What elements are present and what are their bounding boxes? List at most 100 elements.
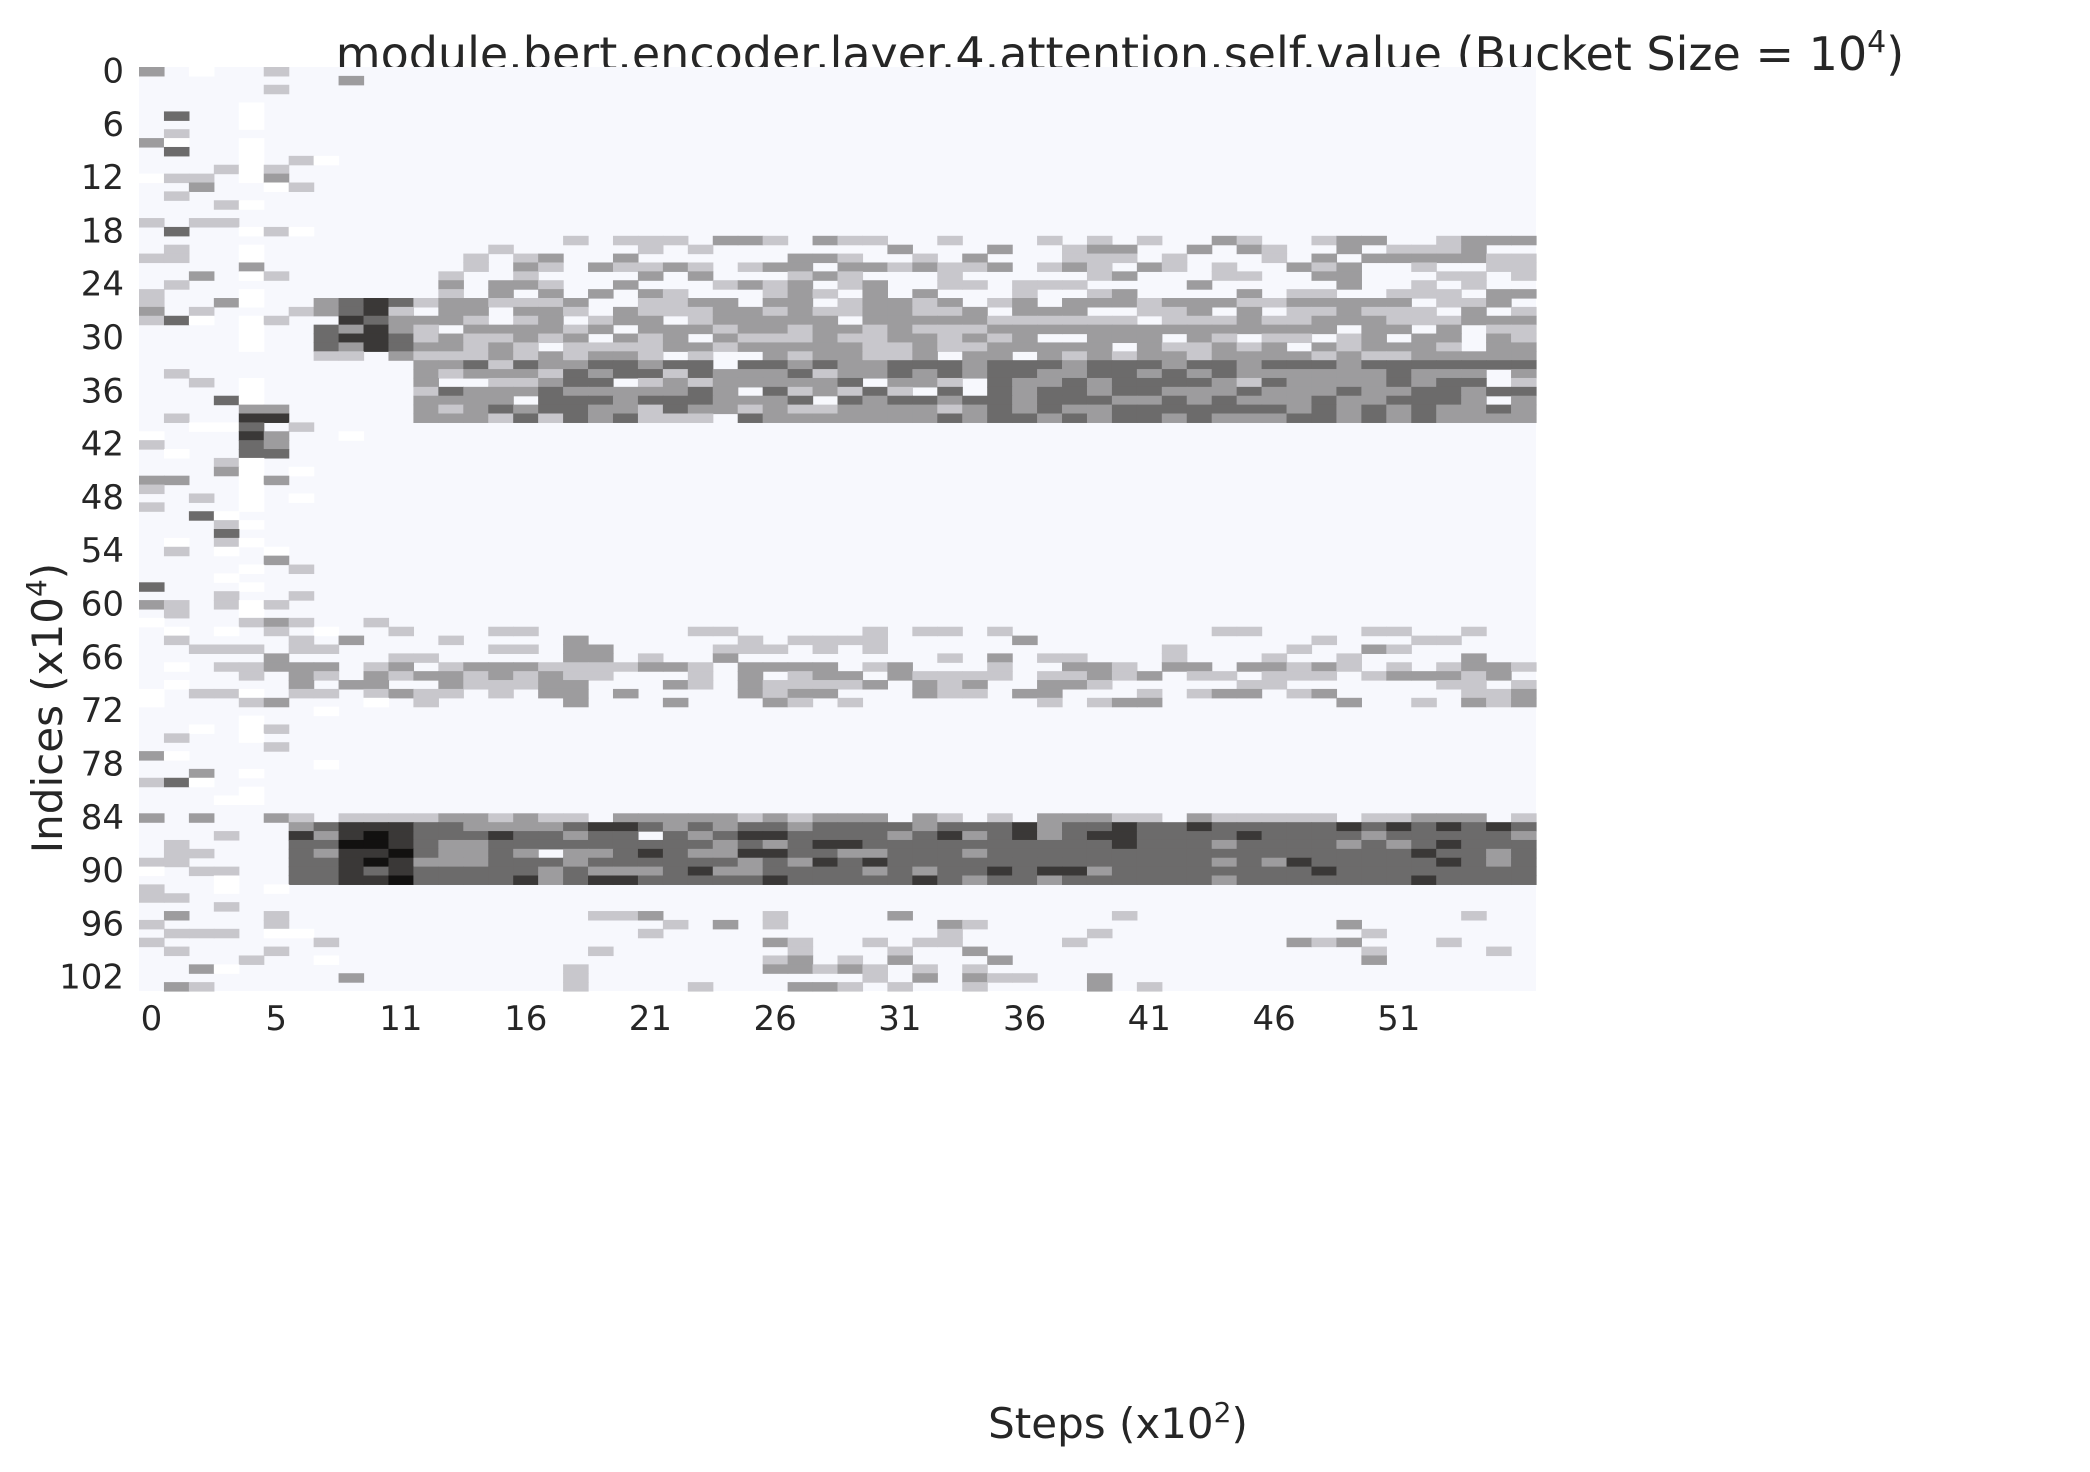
- heatmap-cell: [762, 688, 789, 699]
- heatmap-cell: [1411, 333, 1437, 344]
- heatmap-cell: [1386, 253, 1412, 264]
- heatmap-cell: [1336, 848, 1362, 859]
- heatmap-cell: [388, 822, 415, 832]
- heatmap-cell: [862, 937, 888, 948]
- heatmap-cell: [263, 271, 290, 281]
- heatmap-cell: [987, 813, 1013, 823]
- heatmap-cell: [1436, 369, 1462, 379]
- heatmap-cell: [213, 831, 240, 841]
- heatmap-cell: [1161, 866, 1188, 877]
- heatmap-cell: [912, 395, 938, 406]
- heatmap-cell: [488, 626, 514, 637]
- heatmap-cell: [787, 964, 814, 974]
- heatmap-cell: [338, 875, 365, 885]
- heatmap-cell: [1111, 377, 1138, 388]
- heatmap-cell: [1386, 306, 1412, 317]
- heatmap-cell: [488, 831, 514, 841]
- heatmap-cell: [912, 262, 938, 272]
- heatmap-cell: [163, 600, 190, 610]
- heatmap-cell: [987, 831, 1013, 841]
- heatmap-cell: [1286, 875, 1313, 885]
- heatmap-cell: [987, 848, 1013, 859]
- heatmap-cell: [1037, 822, 1063, 832]
- heatmap-cell: [438, 351, 464, 361]
- heatmap-cell: [263, 173, 290, 184]
- heatmap-cell: [812, 315, 839, 326]
- heatmap-cell: [1286, 813, 1313, 823]
- heatmap-cell: [1386, 831, 1412, 841]
- heatmap-cell: [762, 697, 789, 708]
- heatmap-cell: [1511, 848, 1537, 859]
- heatmap-cell: [612, 662, 639, 672]
- heatmap-cell: [1486, 875, 1512, 885]
- heatmap-cell: [837, 253, 864, 264]
- heatmap-cell: [1411, 831, 1437, 841]
- heatmap-cell: [612, 813, 639, 823]
- heatmap-cell: [563, 875, 589, 885]
- heatmap-cell: [637, 662, 664, 672]
- heatmap-cell: [1086, 289, 1113, 299]
- heatmap-cell: [1311, 413, 1338, 423]
- heatmap-cell: [1261, 822, 1288, 832]
- heatmap-cell: [787, 413, 814, 423]
- heatmap-cell: [238, 733, 265, 743]
- heatmap-cell: [1311, 306, 1338, 317]
- heatmap-cell: [1411, 289, 1437, 299]
- heatmap-cell: [488, 644, 514, 654]
- heatmap-cell: [163, 546, 190, 557]
- heatmap-cell: [513, 360, 539, 370]
- heatmap-cell: [1436, 848, 1462, 859]
- heatmap-cell: [588, 315, 614, 326]
- x-axis-label: Steps (x102): [988, 1396, 1248, 1448]
- heatmap-cell: [662, 298, 689, 308]
- heatmap-cell: [862, 813, 888, 823]
- heatmap-cell: [762, 866, 789, 877]
- heatmap-cell: [238, 111, 265, 121]
- heatmap-cell: [1261, 857, 1288, 868]
- heatmap-cell: [812, 964, 839, 974]
- heatmap-cell: [288, 688, 315, 699]
- heatmap-cell: [1161, 377, 1188, 388]
- heatmap-cell: [188, 218, 215, 228]
- heatmap-cell: [1461, 831, 1487, 841]
- heatmap-cell: [513, 324, 539, 335]
- heatmap-cell: [213, 626, 240, 637]
- heatmap-cell: [588, 671, 614, 681]
- heatmap-cell: [563, 839, 589, 850]
- heatmap-cell: [238, 600, 265, 610]
- heatmap-cell: [488, 813, 514, 823]
- heatmap-cell: [139, 431, 165, 441]
- heatmap-cell: [563, 369, 589, 379]
- heatmap-cell: [1286, 351, 1313, 361]
- heatmap-cell: [163, 413, 190, 423]
- heatmap-cell: [737, 333, 764, 344]
- heatmap-cell: [513, 644, 539, 654]
- heatmap-cell: [887, 386, 913, 397]
- heatmap-cell: [563, 848, 589, 859]
- heatmap-cell: [1236, 626, 1263, 637]
- heatmap-cell: [1086, 848, 1113, 859]
- heatmap-cell: [363, 857, 390, 868]
- heatmap-cell: [1336, 280, 1362, 290]
- heatmap-cell: [737, 866, 764, 877]
- heatmap-cell: [787, 813, 814, 823]
- heatmap-cell: [1511, 271, 1537, 281]
- heatmap-cell: [862, 857, 888, 868]
- y-tick-label: 96: [81, 904, 124, 944]
- heatmap-cell: [413, 342, 439, 352]
- heatmap-cell: [612, 866, 639, 877]
- heatmap-cell: [662, 866, 689, 877]
- heatmap-cell: [488, 404, 514, 415]
- heatmap-cell: [1411, 262, 1437, 272]
- heatmap-cell: [1086, 395, 1113, 406]
- x-tick-label: 16: [504, 999, 547, 1039]
- heatmap-cell: [1161, 839, 1188, 850]
- heatmap-cell: [1161, 386, 1188, 397]
- heatmap-cell: [1311, 937, 1338, 948]
- heatmap-cell: [238, 395, 265, 406]
- heatmap-cell: [887, 857, 913, 868]
- heatmap-cell: [588, 351, 614, 361]
- heatmap-cell: [1236, 377, 1263, 388]
- heatmap-cell: [288, 857, 315, 868]
- heatmap-cell: [762, 351, 789, 361]
